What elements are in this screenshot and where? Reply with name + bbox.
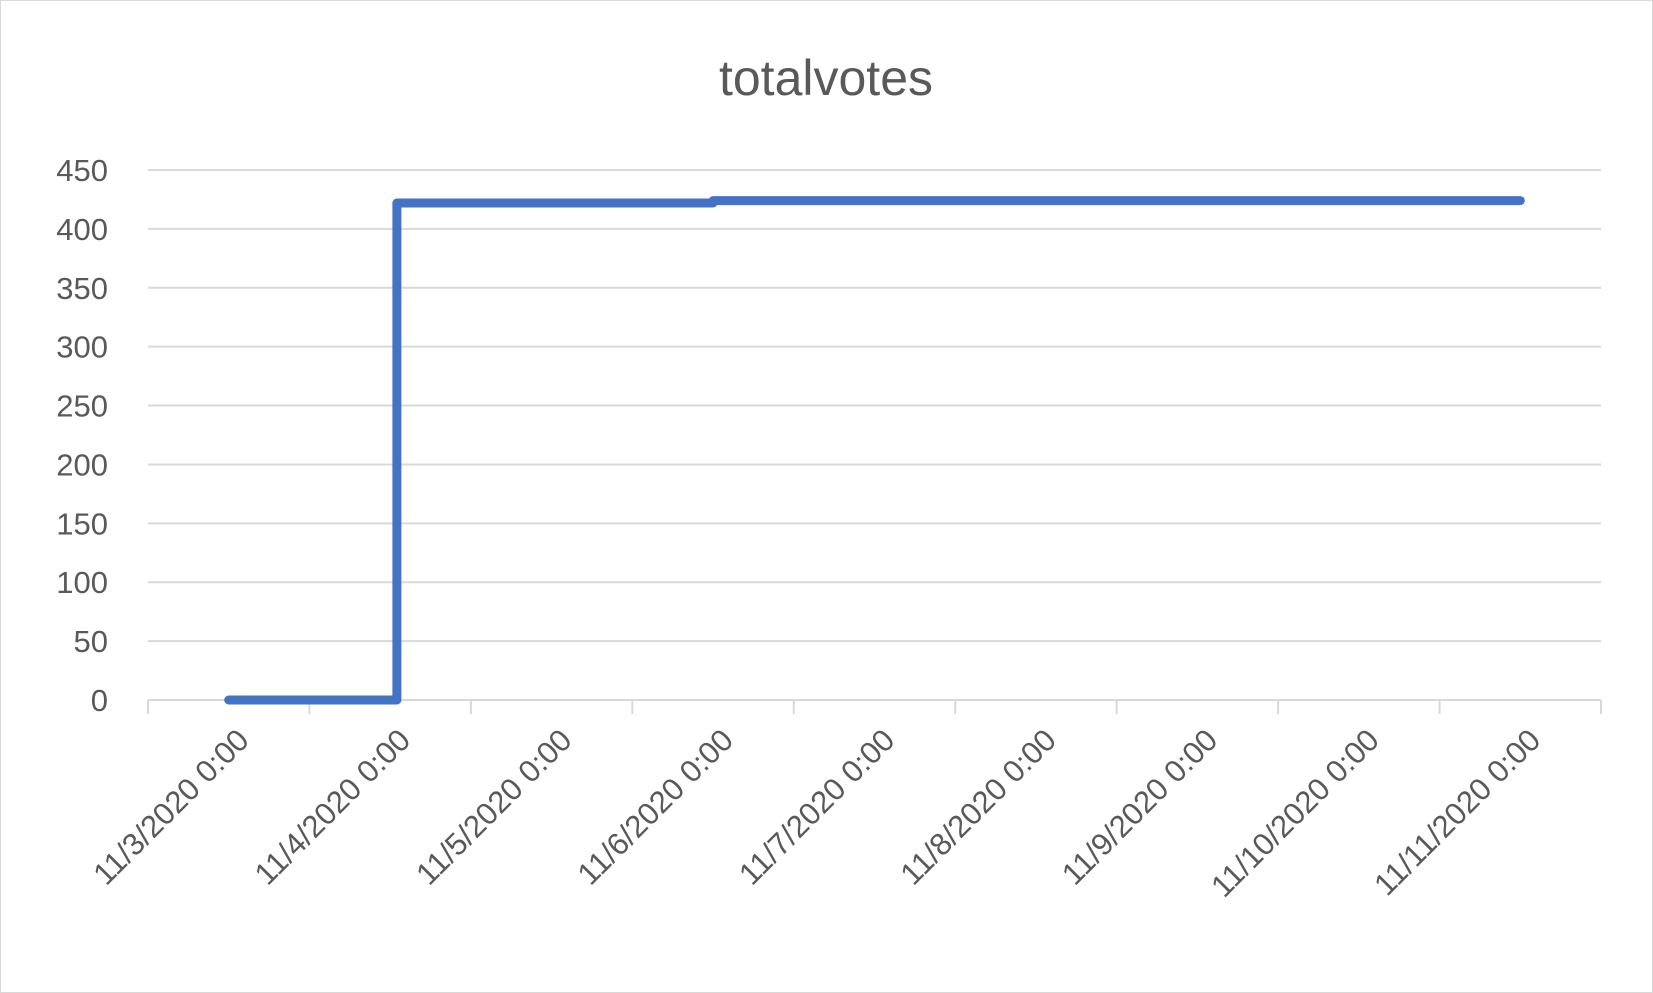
y-tick-label: 350: [56, 271, 108, 306]
x-tick-label: 11/6/2020 0:00: [571, 722, 740, 891]
y-tick-label: 300: [56, 330, 108, 365]
y-tick-label: 400: [56, 212, 108, 247]
chart-title: totalvotes: [719, 50, 933, 106]
x-tick-label: 11/8/2020 0:00: [893, 722, 1062, 891]
series-layer: [224, 196, 1525, 705]
series-line: [224, 196, 1525, 705]
x-tick-label: 11/3/2020 0:00: [86, 722, 255, 891]
y-tick-label: 150: [56, 506, 108, 541]
x-tick-label: 11/7/2020 0:00: [732, 722, 901, 891]
x-tick-label: 11/11/2020 0:00: [1367, 722, 1547, 902]
y-tick-label: 50: [74, 624, 108, 659]
x-tick-label: 11/9/2020 0:00: [1055, 722, 1224, 891]
x-tick-label: 11/5/2020 0:00: [409, 722, 578, 891]
x-tick-label: 11/10/2020 0:00: [1204, 722, 1386, 904]
y-tick-label: 250: [56, 389, 108, 424]
y-tick-label: 200: [56, 447, 108, 482]
gridlines: [148, 169, 1601, 643]
y-tick-label: 100: [56, 565, 108, 600]
y-tick-label: 0: [91, 683, 108, 718]
y-tick-label: 450: [56, 153, 108, 188]
y-axis-ticks: 0 50 100 150 200 250 300 350 400 450: [56, 153, 108, 718]
x-tick-label: 11/4/2020 0:00: [248, 722, 417, 891]
